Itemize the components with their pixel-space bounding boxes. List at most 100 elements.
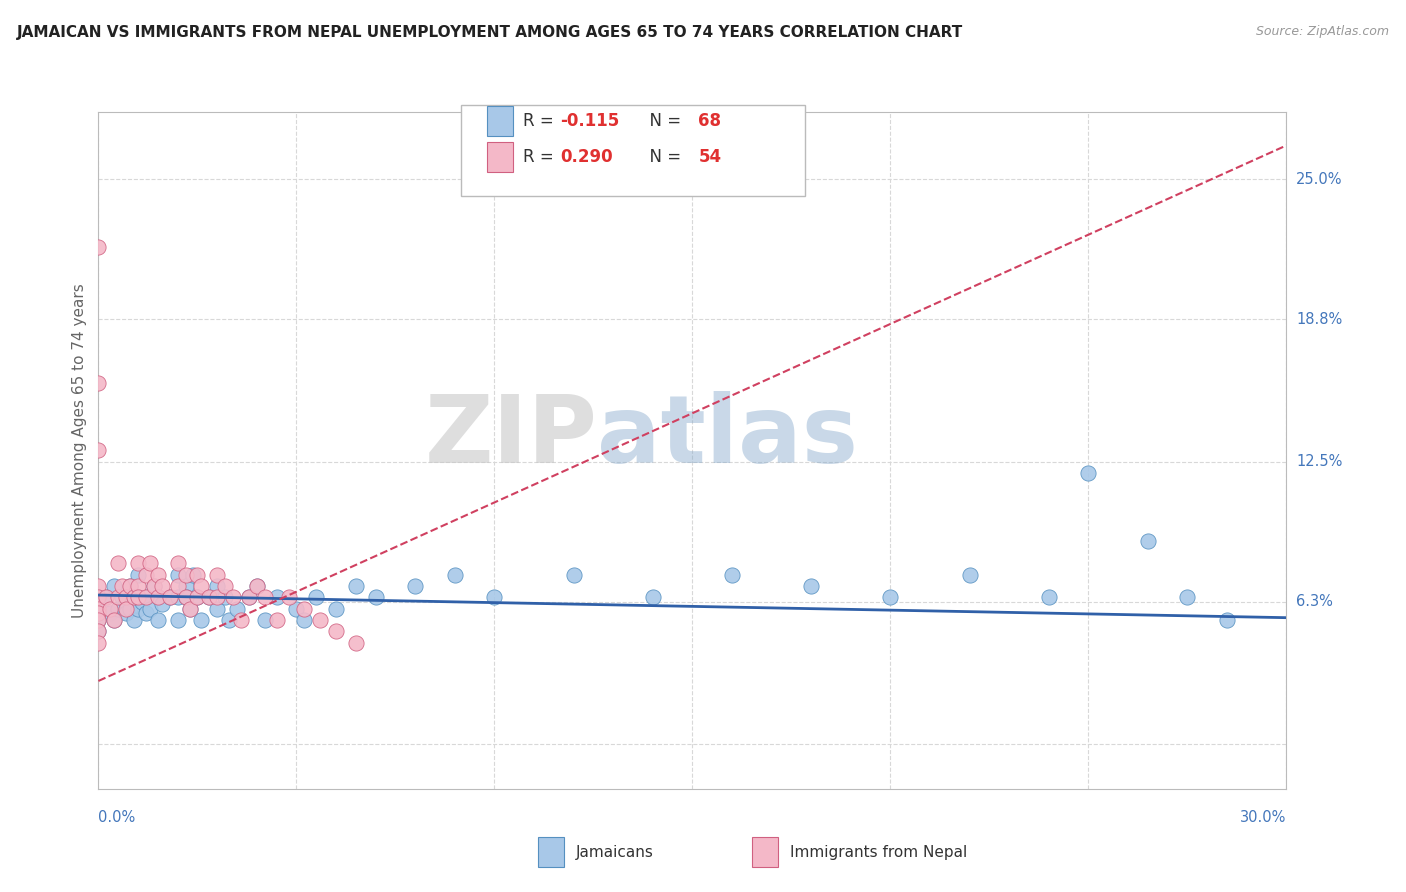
Point bbox=[146, 613, 169, 627]
Y-axis label: Unemployment Among Ages 65 to 74 years: Unemployment Among Ages 65 to 74 years bbox=[72, 283, 87, 618]
Text: atlas: atlas bbox=[598, 391, 859, 483]
Point bbox=[205, 591, 228, 605]
Point bbox=[135, 591, 157, 605]
Text: 6.3%: 6.3% bbox=[1296, 594, 1333, 609]
FancyBboxPatch shape bbox=[538, 837, 564, 867]
Point bbox=[98, 606, 121, 620]
Text: R =: R = bbox=[523, 112, 558, 130]
Point bbox=[309, 613, 332, 627]
Point bbox=[146, 567, 169, 582]
Point bbox=[246, 579, 269, 593]
Point bbox=[166, 567, 188, 582]
Point bbox=[87, 591, 110, 605]
Point bbox=[142, 579, 165, 593]
Text: Source: ZipAtlas.com: Source: ZipAtlas.com bbox=[1256, 25, 1389, 38]
Point bbox=[122, 613, 145, 627]
Point bbox=[325, 601, 347, 615]
Point bbox=[404, 579, 426, 593]
Text: 0.290: 0.290 bbox=[561, 148, 613, 166]
Point bbox=[115, 601, 138, 615]
Point bbox=[135, 591, 157, 605]
Point bbox=[166, 591, 188, 605]
Text: 0.0%: 0.0% bbox=[98, 810, 135, 825]
Point bbox=[285, 601, 308, 615]
Point bbox=[127, 601, 149, 615]
Point bbox=[253, 613, 276, 627]
Point bbox=[205, 579, 228, 593]
Text: 18.8%: 18.8% bbox=[1296, 312, 1343, 326]
Text: -0.115: -0.115 bbox=[561, 112, 620, 130]
Point bbox=[127, 591, 149, 605]
Point bbox=[150, 597, 173, 611]
Point bbox=[198, 591, 221, 605]
Text: 25.0%: 25.0% bbox=[1296, 172, 1343, 186]
Point bbox=[277, 591, 299, 605]
Point bbox=[179, 601, 201, 615]
Point bbox=[190, 579, 212, 593]
Point bbox=[641, 591, 664, 605]
Point bbox=[562, 567, 585, 582]
Point bbox=[226, 601, 249, 615]
Point bbox=[107, 601, 129, 615]
FancyBboxPatch shape bbox=[486, 142, 513, 172]
Point bbox=[139, 601, 162, 615]
Point bbox=[292, 601, 315, 615]
Text: R =: R = bbox=[523, 148, 558, 166]
Point bbox=[120, 579, 142, 593]
Point bbox=[325, 624, 347, 639]
Point bbox=[214, 591, 236, 605]
Point bbox=[87, 601, 110, 615]
Point bbox=[198, 591, 221, 605]
Point bbox=[205, 567, 228, 582]
Text: ZIP: ZIP bbox=[425, 391, 598, 483]
Point bbox=[205, 601, 228, 615]
Point bbox=[120, 579, 142, 593]
Point bbox=[186, 591, 208, 605]
Point bbox=[344, 579, 367, 593]
Text: N =: N = bbox=[638, 148, 686, 166]
Point bbox=[166, 613, 188, 627]
Point bbox=[103, 579, 125, 593]
Point bbox=[87, 376, 110, 390]
Point bbox=[879, 591, 901, 605]
Point bbox=[305, 591, 328, 605]
Point bbox=[959, 567, 981, 582]
Point bbox=[253, 591, 276, 605]
Point bbox=[87, 579, 110, 593]
Point bbox=[87, 240, 110, 254]
Point bbox=[87, 443, 110, 458]
Point bbox=[364, 591, 387, 605]
Point bbox=[183, 567, 205, 582]
Point bbox=[115, 606, 138, 620]
Point bbox=[238, 591, 260, 605]
Point bbox=[166, 579, 188, 593]
Point bbox=[238, 591, 260, 605]
Text: N =: N = bbox=[638, 112, 686, 130]
Text: JAMAICAN VS IMMIGRANTS FROM NEPAL UNEMPLOYMENT AMONG AGES 65 TO 74 YEARS CORRELA: JAMAICAN VS IMMIGRANTS FROM NEPAL UNEMPL… bbox=[17, 25, 963, 40]
Point bbox=[87, 606, 110, 620]
Point bbox=[98, 601, 121, 615]
Point bbox=[115, 595, 138, 609]
Point bbox=[214, 579, 236, 593]
Point bbox=[1177, 591, 1199, 605]
FancyBboxPatch shape bbox=[486, 106, 513, 136]
Point bbox=[266, 591, 288, 605]
Point bbox=[174, 591, 197, 605]
Point bbox=[444, 567, 467, 582]
Point bbox=[159, 591, 181, 605]
Point bbox=[222, 591, 245, 605]
Point bbox=[1077, 466, 1099, 480]
Point bbox=[87, 601, 110, 615]
Point bbox=[127, 579, 149, 593]
Point bbox=[131, 595, 153, 609]
Text: 12.5%: 12.5% bbox=[1296, 454, 1343, 469]
Point bbox=[87, 606, 110, 620]
Point bbox=[1136, 533, 1159, 548]
Point bbox=[103, 613, 125, 627]
Point bbox=[96, 591, 118, 605]
Point bbox=[186, 591, 208, 605]
Point bbox=[150, 579, 173, 593]
Point bbox=[146, 591, 169, 605]
Point bbox=[139, 557, 162, 571]
Point bbox=[111, 591, 134, 605]
